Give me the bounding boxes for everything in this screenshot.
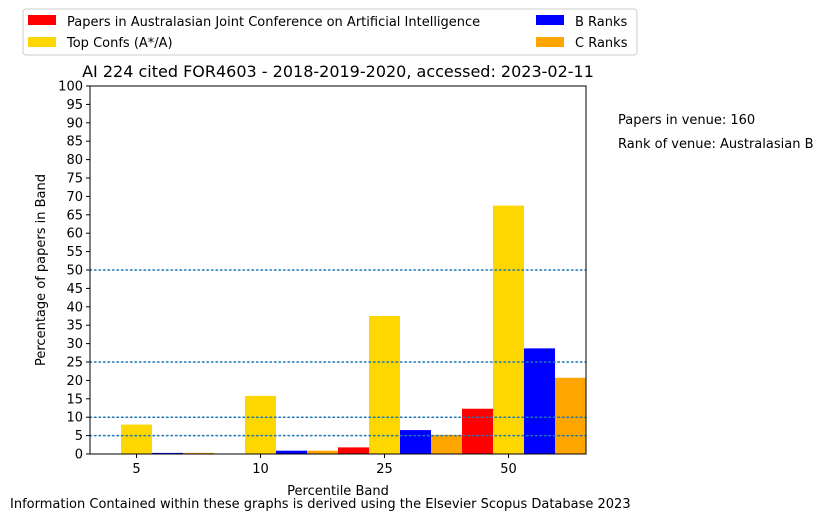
bar-10-series-3: [307, 450, 338, 454]
legend-label-top: Top Confs (A*/A): [66, 36, 173, 51]
y-tick-label-5: 5: [75, 429, 83, 444]
plot-frame: [89, 85, 587, 455]
x-tick-label-50: 50: [500, 462, 517, 477]
y-tick-label-15: 15: [66, 392, 83, 407]
bar-5-series-3: [183, 452, 214, 454]
y-tick-label-25: 25: [66, 356, 83, 371]
footer-source-note: Information Contained within these graph…: [10, 497, 631, 512]
legend-frame: [22, 8, 638, 56]
bar-50-series-0: [462, 408, 493, 454]
y-tick-label-0: 0: [75, 448, 83, 463]
y-tick-label-70: 70: [66, 190, 83, 205]
x-tick-label-5: 5: [132, 462, 140, 477]
rank-of-venue-text: Rank of venue: Australasian B: [618, 137, 814, 152]
x-axis: 5 10 25 50: [132, 454, 517, 477]
y-tick-label-35: 35: [66, 319, 83, 334]
y-tick-label-40: 40: [66, 300, 83, 315]
y-tick-label-100: 100: [58, 80, 83, 95]
bar-50-series-2: [524, 348, 555, 454]
y-tick-label-60: 60: [66, 227, 83, 242]
bar-25-series-3: [431, 434, 462, 454]
legend-swatch-venue: [28, 15, 56, 25]
papers-in-venue-text: Papers in venue: 160: [618, 113, 755, 128]
bar-50-series-1: [493, 205, 524, 454]
reference-lines: [89, 269, 587, 437]
bar-25-series-1: [369, 316, 400, 454]
legend-swatch-c: [536, 37, 564, 47]
y-axis-label: Percentage of papers in Band: [34, 174, 49, 366]
legend-swatch-b: [536, 15, 564, 25]
legend-label-venue: Papers in Australasian Joint Conference …: [67, 15, 480, 30]
legend-label-c: C Ranks: [575, 36, 628, 51]
y-tick-label-85: 85: [66, 135, 83, 150]
y-axis: 0 5 10 15 20 25 30 35 40 45 50 55 60 65 70 75 80 85 90 95 10…: [58, 80, 90, 463]
bar-10-series-2: [276, 450, 307, 454]
bar-25-series-2: [400, 430, 431, 454]
bar-50-series-3: [555, 377, 586, 454]
x-axis-label: Percentile Band: [287, 484, 389, 499]
bars: [121, 205, 586, 454]
legend-label-b: B Ranks: [575, 15, 628, 30]
x-tick-label-10: 10: [252, 462, 269, 477]
legend: Papers in Australasian Joint Conference …: [22, 8, 638, 56]
y-tick-label-80: 80: [66, 153, 83, 168]
y-tick-label-65: 65: [66, 208, 83, 223]
y-tick-label-75: 75: [66, 172, 83, 187]
x-tick-label-25: 25: [376, 462, 393, 477]
y-tick-label-95: 95: [66, 98, 83, 113]
bar-5-series-2: [152, 452, 183, 454]
y-tick-label-30: 30: [66, 337, 83, 352]
legend-swatch-top: [28, 37, 56, 47]
y-tick-label-55: 55: [66, 245, 83, 260]
bar-5-series-1: [121, 424, 152, 454]
y-tick-label-20: 20: [66, 374, 83, 389]
bar-25-series-0: [338, 447, 369, 454]
y-tick-label-45: 45: [66, 282, 83, 297]
chart-title: AI 224 cited FOR4603 - 2018-2019-2020, a…: [82, 62, 594, 81]
y-tick-label-10: 10: [66, 411, 83, 426]
y-tick-label-90: 90: [66, 116, 83, 131]
y-tick-label-50: 50: [66, 264, 83, 279]
bar-10-series-1: [245, 395, 276, 454]
